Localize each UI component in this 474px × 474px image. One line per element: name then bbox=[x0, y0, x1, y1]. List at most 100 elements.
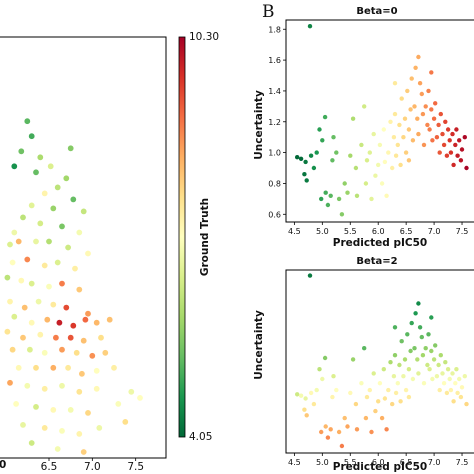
scatter-point bbox=[10, 162, 18, 170]
scatter-point bbox=[110, 364, 118, 372]
scatter-point bbox=[393, 390, 399, 396]
scatter-point bbox=[314, 150, 319, 155]
scatter-point bbox=[304, 178, 309, 183]
scatter-point bbox=[41, 261, 49, 269]
scatter-point bbox=[58, 222, 66, 230]
scatter-point bbox=[32, 403, 40, 411]
scatter-point bbox=[336, 196, 342, 202]
scatter-point bbox=[451, 162, 456, 168]
colorbar-min-label: 4.05 bbox=[189, 431, 212, 443]
scatter-point bbox=[445, 127, 451, 132]
scatter-point bbox=[448, 387, 454, 393]
scatter-point bbox=[397, 362, 402, 368]
panel-b-bottom-plot-frame bbox=[285, 269, 474, 454]
scatter-point bbox=[369, 196, 374, 202]
x-tick-label: 6.5 bbox=[400, 227, 413, 236]
scatter-point bbox=[304, 413, 309, 418]
scatter-point bbox=[392, 81, 398, 86]
scatter-point bbox=[392, 111, 398, 117]
scatter-point bbox=[6, 298, 14, 306]
scatter-point bbox=[369, 429, 374, 435]
panel-b-top-y-axis-label: Uncertainty bbox=[253, 90, 265, 160]
scatter-point bbox=[359, 142, 364, 148]
scatter-point bbox=[71, 265, 79, 273]
scatter-point bbox=[28, 132, 36, 140]
scatter-point bbox=[354, 193, 360, 198]
scatter-point bbox=[23, 255, 31, 263]
scatter-point bbox=[410, 376, 416, 382]
x-tick-label: 7.0 bbox=[84, 461, 101, 473]
scatter-point bbox=[458, 394, 464, 400]
panel-b-top-x-ticks: 4.5 5.0 5.5 6.0 6.5 7.0 7.5 bbox=[288, 222, 468, 236]
scatter-point bbox=[421, 142, 427, 148]
scatter-point bbox=[416, 371, 421, 376]
panel-b-letter: B bbox=[262, 2, 275, 22]
scatter-point bbox=[381, 127, 386, 132]
scatter-point bbox=[317, 367, 322, 372]
scatter-point bbox=[350, 357, 356, 362]
scatter-point bbox=[401, 135, 406, 140]
x-tick-label: 6.0 bbox=[372, 458, 385, 467]
scatter-point bbox=[69, 195, 77, 203]
scatter-point bbox=[354, 427, 360, 432]
scatter-point bbox=[93, 385, 101, 393]
scatter-point bbox=[23, 382, 31, 390]
scatter-point bbox=[36, 153, 44, 161]
panel-a-scatter-plot: 6.5 7.0 7.5 0 bbox=[0, 36, 167, 473]
scatter-point bbox=[416, 131, 421, 137]
scatter-point bbox=[431, 116, 437, 121]
scatter-point bbox=[359, 381, 364, 386]
scatter-point bbox=[395, 142, 400, 148]
scatter-point bbox=[440, 371, 445, 376]
scatter-point bbox=[331, 135, 336, 140]
scatter-point bbox=[448, 150, 454, 155]
scatter-point bbox=[373, 408, 378, 414]
scatter-point bbox=[464, 165, 469, 171]
scatter-point bbox=[393, 153, 399, 158]
scatter-point bbox=[19, 334, 27, 342]
panel-b-bottom-title: Beta=2 bbox=[356, 256, 397, 267]
scatter-point bbox=[342, 181, 347, 186]
scatter-point bbox=[3, 328, 11, 336]
scatter-point bbox=[334, 150, 339, 155]
scatter-point bbox=[415, 116, 420, 121]
scatter-point bbox=[49, 301, 57, 309]
scatter-point bbox=[427, 127, 432, 132]
scatter-point bbox=[362, 346, 367, 351]
scatter-point bbox=[402, 116, 408, 121]
scatter-point bbox=[67, 334, 75, 342]
scatter-point bbox=[75, 286, 83, 294]
scatter-point bbox=[447, 138, 452, 143]
scatter-point bbox=[459, 385, 465, 390]
scatter-point bbox=[376, 399, 381, 404]
scatter-point bbox=[84, 409, 92, 417]
panel-b-top-x-axis-label: Predicted pIC50 bbox=[333, 237, 427, 249]
scatter-point bbox=[19, 421, 27, 429]
scatter-point bbox=[106, 316, 114, 324]
scatter-point bbox=[384, 427, 389, 432]
scatter-point bbox=[28, 280, 36, 288]
scatter-point bbox=[397, 122, 402, 128]
scatter-point bbox=[441, 142, 447, 148]
scatter-point bbox=[54, 183, 62, 191]
scatter-point bbox=[457, 138, 462, 143]
colorbar-label: Ground Truth bbox=[199, 198, 211, 276]
scatter-point bbox=[55, 319, 63, 327]
scatter-point bbox=[136, 394, 144, 402]
scatter-point bbox=[390, 401, 395, 407]
scatter-point bbox=[6, 379, 14, 387]
scatter-point bbox=[429, 70, 434, 75]
scatter-point bbox=[17, 147, 25, 155]
scatter-point bbox=[330, 394, 335, 400]
scatter-point bbox=[399, 96, 404, 101]
panel-a-x-ticks: 6.5 7.0 7.5 bbox=[41, 458, 144, 473]
scatter-point bbox=[322, 114, 328, 120]
scatter-point bbox=[429, 107, 434, 112]
scatter-point bbox=[323, 424, 328, 429]
panel-b-top-title: Beta=0 bbox=[356, 6, 397, 17]
scatter-point bbox=[58, 382, 66, 390]
scatter-point bbox=[330, 158, 335, 163]
scatter-point bbox=[457, 376, 462, 382]
x-tick-label: 5.5 bbox=[344, 458, 357, 467]
